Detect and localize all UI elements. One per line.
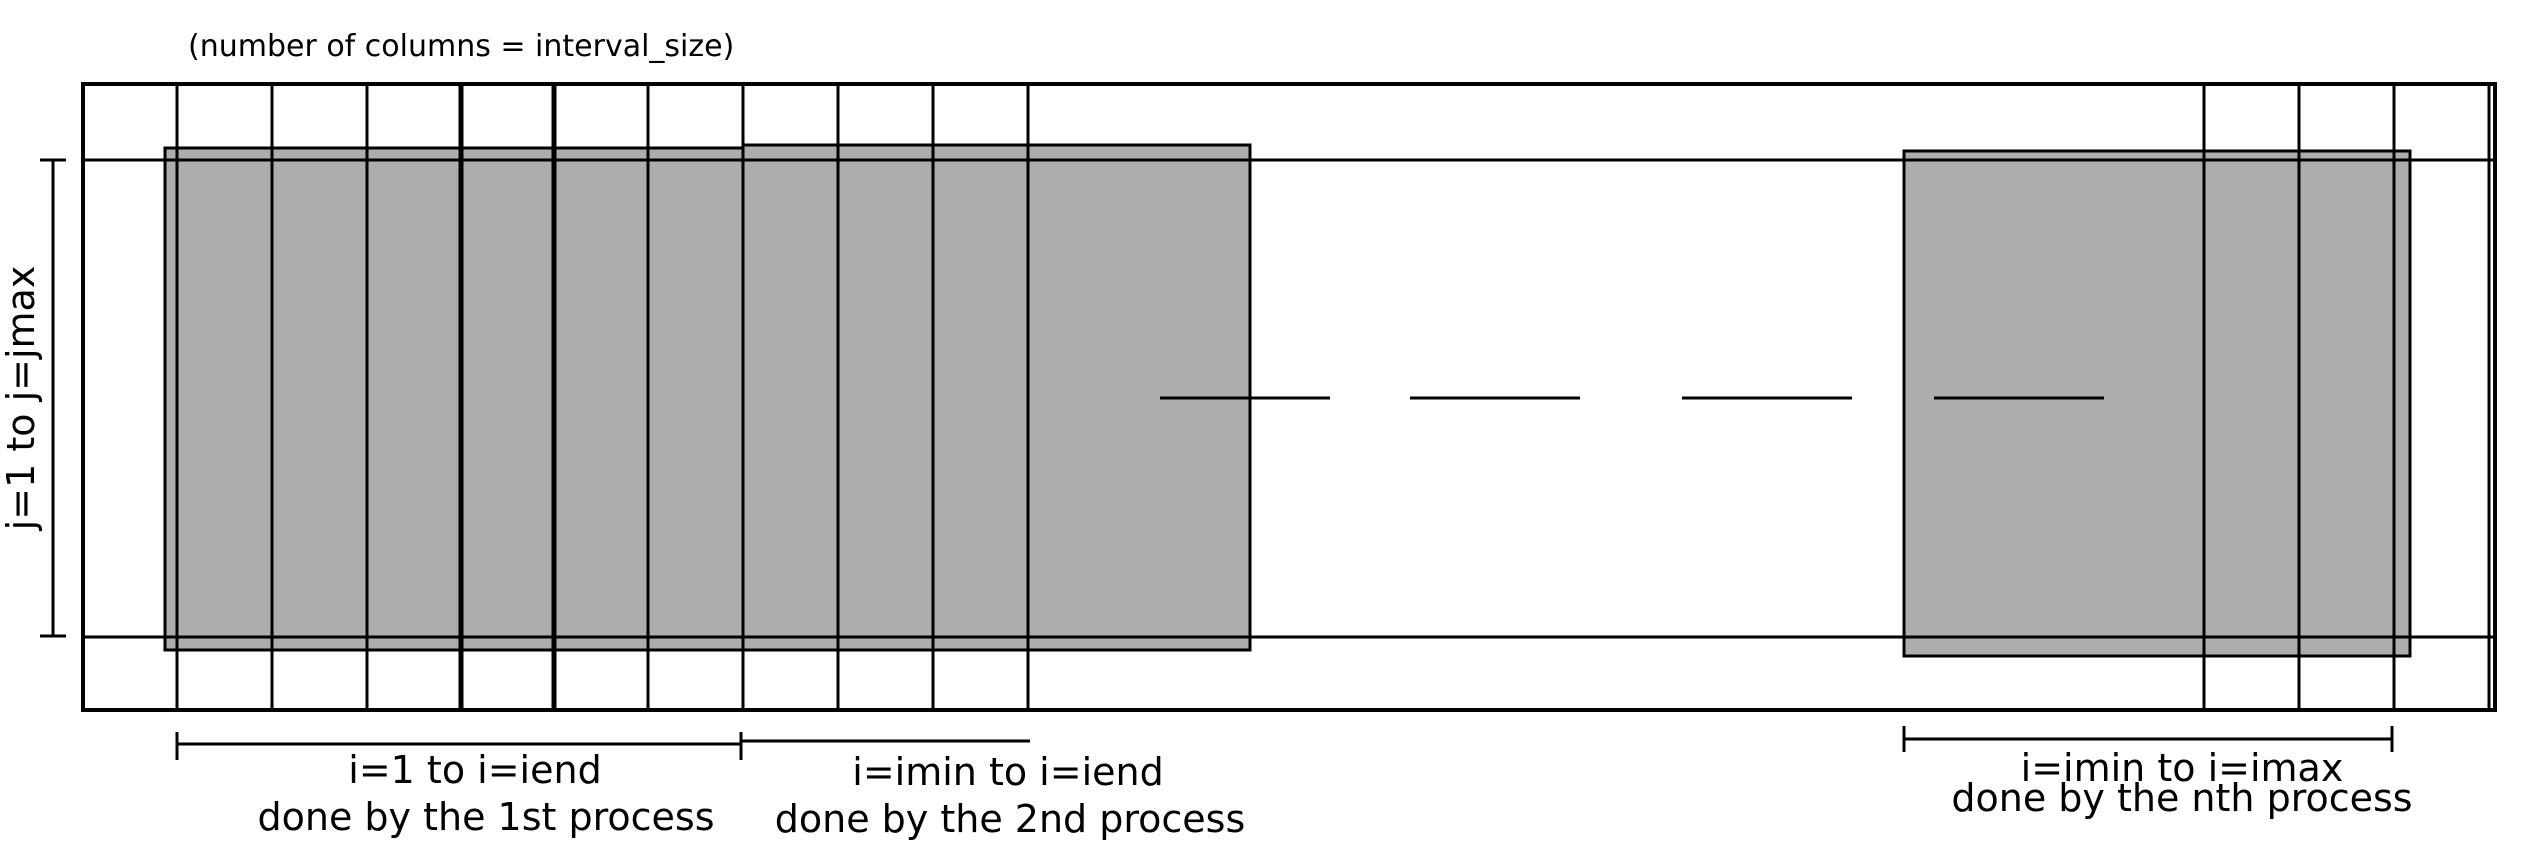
vertical-label: j=1 to j=jmax [0, 266, 43, 532]
process-n-owner-label: done by the nth process [1951, 776, 2412, 820]
process-2-range-label: i=imin to i=iend [852, 750, 1163, 794]
header-note: (number of columns = interval_size) [188, 29, 734, 64]
process-2-columns [741, 82, 1030, 712]
process-n-columns [2202, 82, 2491, 712]
process-1-region [163, 146, 747, 652]
process-1-columns [175, 82, 745, 712]
column [2392, 82, 2491, 712]
process-1-owner-label: done by the 1st process [257, 795, 714, 839]
process-n-range-label: i=imin to i=imax [2021, 746, 2344, 790]
column [931, 82, 1030, 712]
process-n-range-bracket [1902, 726, 2394, 752]
process-1-range-bracket [175, 732, 743, 760]
process-n-region [1902, 149, 2412, 658]
column [458, 82, 557, 712]
column [365, 82, 464, 712]
vertical-dimension-bracket [40, 158, 66, 638]
process-2-owner-label: done by the 2nd process [775, 797, 1246, 841]
grid-outer-frame [81, 82, 2497, 712]
process-1-range-label: i=1 to i=iend [348, 748, 601, 792]
